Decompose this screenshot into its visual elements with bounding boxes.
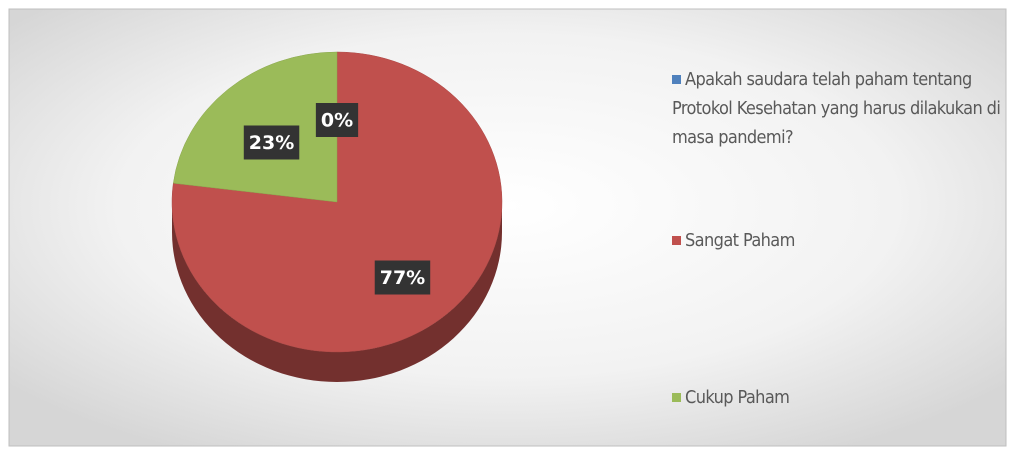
data-labels: 0% 77% 23% bbox=[243, 103, 431, 295]
data-label-box bbox=[243, 125, 300, 160]
legend-entry: Sangat Paham bbox=[672, 226, 1002, 255]
data-label: 23% bbox=[249, 132, 294, 154]
legend-entry: Apakah saudara telah paham tentang Proto… bbox=[672, 65, 1002, 152]
legend-swatch bbox=[672, 236, 681, 245]
legend-label: Cukup Paham bbox=[685, 387, 790, 408]
legend-swatch bbox=[672, 393, 681, 402]
data-label-box bbox=[374, 260, 431, 295]
data-label-box bbox=[315, 103, 359, 137]
slice-side bbox=[172, 202, 502, 382]
legend-entry: Cukup Paham bbox=[672, 383, 1002, 412]
data-label: 77% bbox=[380, 267, 425, 289]
legend-swatch bbox=[672, 75, 681, 84]
legend-label: Sangat Paham bbox=[685, 230, 795, 251]
legend-label: Apakah saudara telah paham tentang Proto… bbox=[672, 69, 1001, 148]
pie bbox=[171, 51, 503, 382]
data-label: 0% bbox=[321, 110, 353, 132]
